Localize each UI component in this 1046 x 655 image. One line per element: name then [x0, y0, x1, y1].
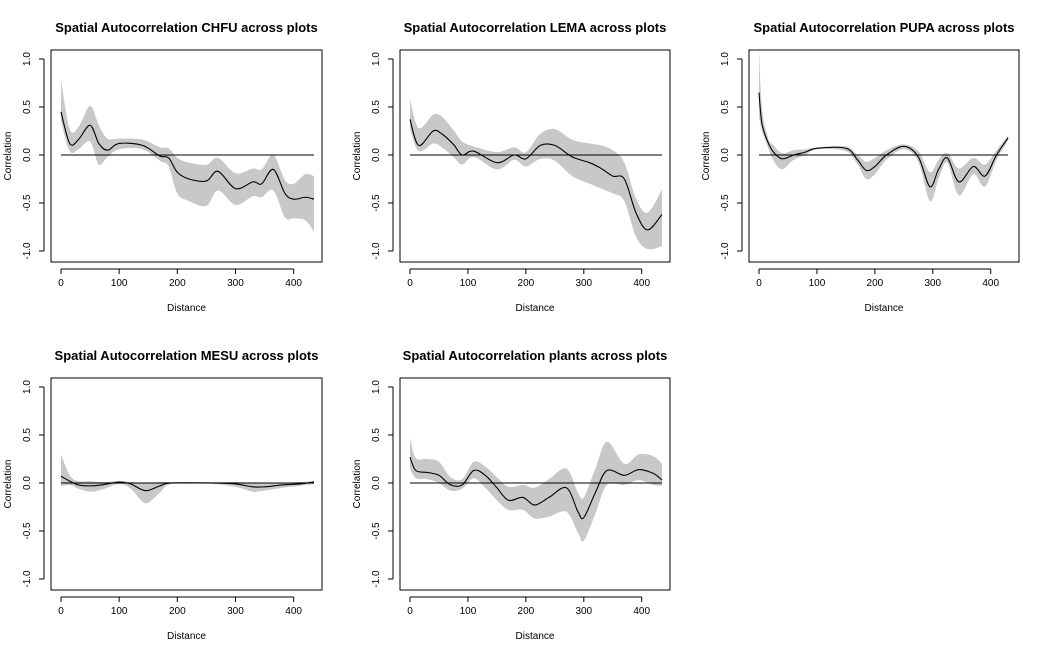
x-tick-label: 100 [111, 606, 128, 617]
y-axis-label: Correlation [3, 460, 14, 509]
plot-frame [399, 377, 671, 591]
x-tick-label: 0 [756, 278, 762, 289]
plot-frame [50, 377, 323, 591]
y-tick-label: 0.5 [371, 100, 382, 114]
correlogram-line [409, 119, 663, 231]
plot-panel-5: Spatial Autocorrelation plants across pl… [352, 348, 671, 642]
x-tick-label: 200 [518, 606, 535, 617]
y-tick-label: 0.5 [720, 100, 731, 114]
x-tick-label: 100 [460, 606, 477, 617]
x-axis-label: Distance [167, 303, 206, 314]
plot-title: Spatial Autocorrelation plants across pl… [403, 348, 668, 363]
y-tick-label: -0.5 [371, 194, 382, 212]
y-tick-label: 0.0 [371, 148, 382, 162]
y-tick-label: -0.5 [22, 194, 33, 212]
y-tick-label: 0.5 [22, 428, 33, 442]
x-tick-label: 300 [575, 278, 592, 289]
y-tick-label: -1.0 [22, 242, 33, 260]
y-tick-label: 0.5 [22, 100, 33, 114]
y-tick-label: 0.0 [720, 148, 731, 162]
y-tick-label: 0.0 [371, 476, 382, 490]
y-tick-label: -1.0 [371, 570, 382, 588]
y-axis-label: Correlation [352, 132, 363, 181]
confidence-band [61, 454, 314, 504]
x-tick-label: 400 [982, 278, 999, 289]
plot-title: Spatial Autocorrelation LEMA across plot… [404, 20, 667, 35]
plot-panel-3: Spatial Autocorrelation PUPA across plot… [701, 20, 1020, 314]
x-tick-label: 400 [285, 278, 302, 289]
x-tick-label: 300 [227, 278, 244, 289]
x-tick-label: 200 [169, 278, 186, 289]
plot-title: Spatial Autocorrelation MESU across plot… [55, 348, 319, 363]
correlogram-line [409, 456, 663, 520]
y-axis-label: Correlation [701, 132, 712, 181]
plot-title: Spatial Autocorrelation PUPA across plot… [753, 20, 1014, 35]
plot-frame [399, 49, 671, 263]
y-tick-label: 1.0 [22, 52, 33, 66]
x-tick-label: 100 [809, 278, 826, 289]
y-tick-label: 1.0 [371, 380, 382, 394]
confidence-band [410, 99, 662, 250]
x-tick-label: 200 [518, 278, 535, 289]
plot-panel-4: Spatial Autocorrelation MESU across plot… [3, 348, 323, 642]
x-tick-label: 0 [407, 278, 413, 289]
x-tick-label: 400 [633, 606, 650, 617]
y-tick-label: -1.0 [371, 242, 382, 260]
plot-frame [748, 49, 1020, 263]
plot-frame [50, 49, 323, 263]
x-axis-label: Distance [516, 303, 555, 314]
plot-title: Spatial Autocorrelation CHFU across plot… [55, 20, 317, 35]
y-tick-label: -1.0 [22, 570, 33, 588]
y-tick-label: 0.0 [22, 148, 33, 162]
confidence-band [61, 80, 314, 232]
y-axis-label: Correlation [352, 460, 363, 509]
correlogram-line [60, 111, 315, 200]
x-tick-label: 0 [58, 606, 64, 617]
confidence-band [759, 49, 1009, 202]
x-tick-label: 100 [460, 278, 477, 289]
y-tick-label: 0.5 [371, 428, 382, 442]
y-axis-label: Correlation [3, 132, 14, 181]
confidence-band [410, 437, 662, 542]
y-tick-label: 1.0 [22, 380, 33, 394]
y-tick-label: -0.5 [371, 522, 382, 540]
plot-panel-1: Spatial Autocorrelation CHFU across plot… [3, 20, 323, 314]
x-tick-label: 0 [58, 278, 64, 289]
x-axis-label: Distance [167, 631, 206, 642]
x-tick-label: 300 [575, 606, 592, 617]
y-tick-label: 0.0 [22, 476, 33, 490]
x-axis-label: Distance [865, 303, 904, 314]
y-tick-label: -1.0 [720, 242, 731, 260]
correlogram-line [60, 475, 315, 492]
plot-panel-2: Spatial Autocorrelation LEMA across plot… [352, 20, 671, 314]
x-tick-label: 300 [924, 278, 941, 289]
x-tick-label: 100 [111, 278, 128, 289]
y-tick-label: -0.5 [720, 194, 731, 212]
x-tick-label: 400 [633, 278, 650, 289]
x-tick-label: 200 [169, 606, 186, 617]
x-tick-label: 400 [285, 606, 302, 617]
x-tick-label: 300 [227, 606, 244, 617]
correlogram-line [758, 92, 1009, 188]
x-tick-label: 200 [867, 278, 884, 289]
x-tick-label: 0 [407, 606, 413, 617]
y-tick-label: 1.0 [371, 52, 382, 66]
x-axis-label: Distance [516, 631, 555, 642]
y-tick-label: 1.0 [720, 52, 731, 66]
y-tick-label: -0.5 [22, 522, 33, 540]
